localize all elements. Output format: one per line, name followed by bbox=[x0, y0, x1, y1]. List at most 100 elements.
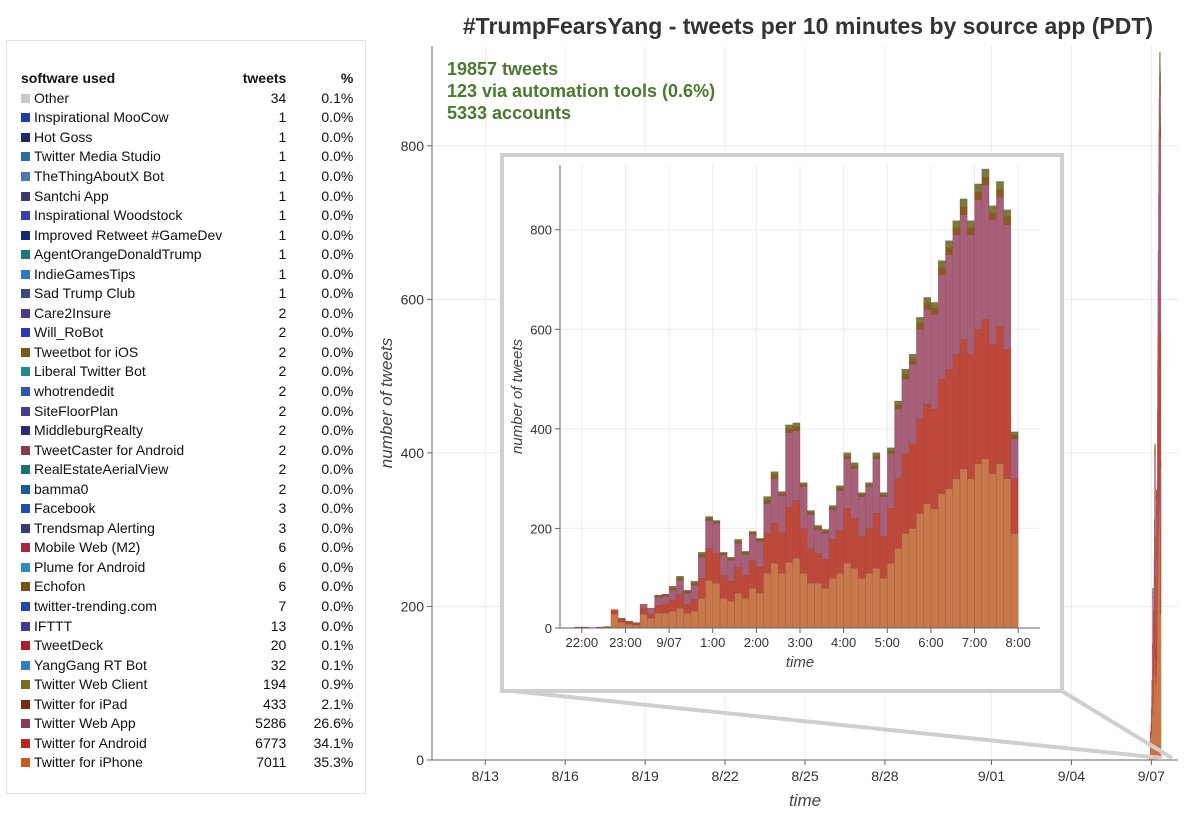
zoom-line bbox=[1058, 688, 1174, 760]
legend-percent: 0.0% bbox=[321, 578, 354, 595]
legend-tweet-count: 6773 bbox=[255, 734, 287, 751]
inset-bar-segment bbox=[712, 521, 721, 524]
inset-bar-segment bbox=[683, 603, 692, 614]
inset-bar-segment bbox=[872, 455, 881, 459]
main-bar-segment bbox=[1159, 83, 1161, 96]
inset-bar-segment bbox=[647, 607, 655, 615]
legend-software-name: whotrendedit bbox=[34, 382, 115, 399]
inset-bar-segment bbox=[850, 468, 859, 519]
inset-bar-segment bbox=[734, 592, 743, 629]
inset-bar-segment bbox=[625, 623, 633, 629]
inset-bar-segment bbox=[836, 487, 844, 491]
inset-bar-segment bbox=[821, 529, 830, 532]
legend-row: SiteFloorPlan 2 0.0% bbox=[21, 401, 353, 421]
inset-bar-segment bbox=[777, 493, 786, 496]
legend-row: Inspirational MooCow 1 0.0% bbox=[21, 108, 353, 128]
inset-bar-segment bbox=[937, 378, 946, 494]
inset-bar-segment bbox=[916, 323, 924, 330]
legend-percent: 0.0% bbox=[321, 148, 354, 165]
legend-software-name: Care2Insure bbox=[34, 304, 112, 321]
inset-bar-segment bbox=[639, 603, 648, 609]
legend-tweet-count: 1 bbox=[278, 128, 287, 145]
inset-bar-segment bbox=[974, 329, 983, 464]
main-y-tick-label: 200 bbox=[401, 598, 425, 614]
inset-bar-segment bbox=[996, 181, 1004, 190]
main-bar-segment bbox=[1160, 462, 1162, 469]
inset-bar-segment bbox=[647, 617, 655, 629]
legend-row: Mobile Web (M2) 6 0.0% bbox=[21, 538, 353, 558]
inset-bar-segment bbox=[879, 494, 888, 497]
inset-bar-segment bbox=[923, 309, 932, 405]
main-y-axis-label: number of tweets bbox=[377, 337, 396, 468]
inset-bar-segment bbox=[741, 575, 750, 599]
legend-tweet-count: 1 bbox=[278, 207, 287, 224]
inset-bar-segment bbox=[901, 373, 910, 380]
inset-bar-segment bbox=[872, 458, 881, 514]
inset-bar-segment bbox=[777, 491, 786, 494]
legend-tweet-count: 3 bbox=[278, 519, 287, 536]
inset-x-tick-label: 4:00 bbox=[831, 635, 856, 650]
legend-tweet-count: 1 bbox=[278, 246, 287, 263]
legend-row: Hot Goss 1 0.0% bbox=[21, 127, 353, 147]
inset-bar-segment bbox=[879, 496, 888, 537]
inset-bar-segment bbox=[887, 447, 895, 451]
inset-bar-segment bbox=[901, 378, 910, 454]
main-y-tick-label: 0 bbox=[416, 752, 424, 768]
inset-bar-segment bbox=[821, 587, 830, 629]
inset-bar-segment bbox=[756, 541, 764, 568]
inset-bar-segment bbox=[727, 557, 735, 559]
inset-bar-segment bbox=[981, 458, 990, 629]
inset-bar-segment bbox=[828, 505, 837, 508]
legend-percent: 0.0% bbox=[321, 363, 354, 380]
inset-bar-segment bbox=[697, 578, 706, 599]
inset-bar-segment bbox=[763, 503, 772, 534]
legend-software-name: Twitter for Android bbox=[34, 734, 147, 751]
inset-x-tick-label: 6:00 bbox=[918, 635, 943, 650]
legend-percent: 35.3% bbox=[313, 754, 354, 771]
inset-bar-segment bbox=[952, 478, 961, 629]
main-x-tick-label: 8/28 bbox=[871, 768, 898, 784]
inset-bar-segment bbox=[1010, 533, 1019, 629]
legend-software-name: Other bbox=[34, 89, 70, 106]
inset-bar-segment bbox=[894, 408, 903, 479]
inset-bar-segment bbox=[872, 513, 881, 569]
main-y-tick-label: 800 bbox=[401, 138, 425, 154]
inset-bar-segment bbox=[617, 621, 626, 629]
inset-bar-segment bbox=[916, 317, 924, 324]
legend-percent: 0.0% bbox=[321, 109, 354, 126]
inset-bar-segment bbox=[705, 548, 713, 581]
inset-bar-segment bbox=[981, 184, 990, 320]
inset-bar-segment bbox=[821, 559, 830, 589]
inset-y-tick-label: 600 bbox=[530, 322, 552, 337]
inset-bar-segment bbox=[668, 589, 677, 601]
legend-swatch bbox=[21, 758, 30, 768]
legend-software-name: YangGang RT Bot bbox=[34, 656, 147, 673]
legend-tweet-count: 1 bbox=[278, 167, 287, 184]
inset-bar-segment bbox=[654, 596, 663, 606]
inset-bar-segment bbox=[719, 575, 728, 599]
inset-bar-segment bbox=[807, 512, 815, 515]
legend-row: Twitter Web App 5286 26.6% bbox=[21, 714, 353, 734]
main-y-tick-label: 600 bbox=[401, 291, 425, 307]
inset-bar-segment bbox=[690, 584, 699, 600]
inset-bar-segment bbox=[967, 227, 975, 235]
inset-bar-segment bbox=[676, 607, 684, 629]
legend-percent: 0.0% bbox=[321, 539, 354, 556]
inset-bar-segment bbox=[857, 496, 866, 537]
main-x-tick-label: 8/19 bbox=[632, 768, 659, 784]
legend-software-name: IFTTT bbox=[34, 617, 73, 634]
inset-bar-segment bbox=[777, 495, 786, 533]
inset-bar-segment bbox=[981, 319, 990, 459]
inset-bar-segment bbox=[996, 189, 1004, 198]
legend-tweet-count: 32 bbox=[270, 656, 287, 673]
inset-bar-segment bbox=[727, 600, 735, 629]
inset-bar-segment bbox=[865, 482, 873, 485]
inset-bar-segment bbox=[683, 612, 692, 629]
legend-swatch bbox=[21, 93, 30, 103]
inset-bar-segment bbox=[741, 554, 750, 576]
inset-bar-segment bbox=[799, 528, 808, 574]
inset-bar-segment bbox=[857, 536, 866, 579]
inset-bar-segment bbox=[792, 430, 801, 501]
legend-row: Improved Retweet #GameDev 1 0.0% bbox=[21, 225, 353, 245]
